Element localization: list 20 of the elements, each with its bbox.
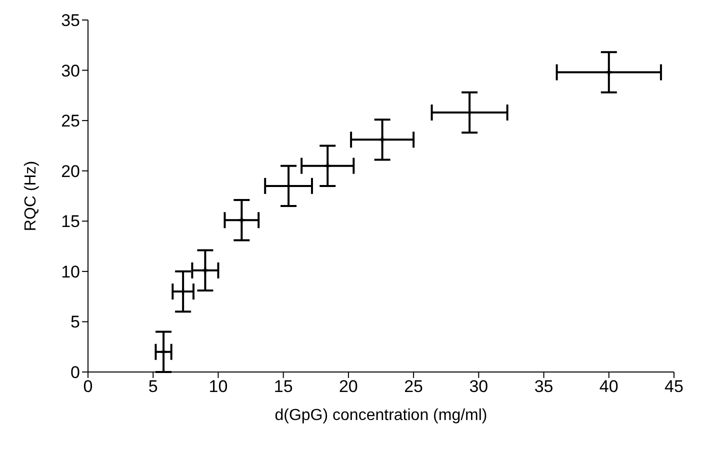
x-tick-label: 5 — [148, 377, 158, 396]
y-tick-label: 5 — [70, 312, 80, 332]
x-tick-label: 0 — [83, 377, 93, 396]
y-tick-label: 30 — [61, 61, 80, 80]
y-tick-label: 35 — [61, 11, 80, 30]
y-tick-label: 0 — [70, 363, 80, 382]
y-tick-label: 10 — [61, 262, 80, 282]
x-tick-label: 40 — [599, 377, 618, 396]
x-tick-label: 10 — [208, 377, 228, 396]
y-axis-title: RQC (Hz) — [22, 160, 40, 232]
y-tick-label: 20 — [61, 162, 80, 181]
y-tick-label: 15 — [61, 212, 80, 232]
x-tick-label: 20 — [338, 377, 358, 396]
x-tick-label: 15 — [274, 377, 293, 396]
x-tick-label: 45 — [664, 377, 684, 396]
x-axis-title: d(GpG) concentration (mg/ml) — [274, 407, 488, 424]
x-tick-label: 35 — [534, 377, 554, 396]
x-tick-label: 30 — [469, 377, 488, 396]
x-tick-label: 25 — [404, 377, 424, 396]
y-tick-label: 25 — [61, 112, 80, 131]
